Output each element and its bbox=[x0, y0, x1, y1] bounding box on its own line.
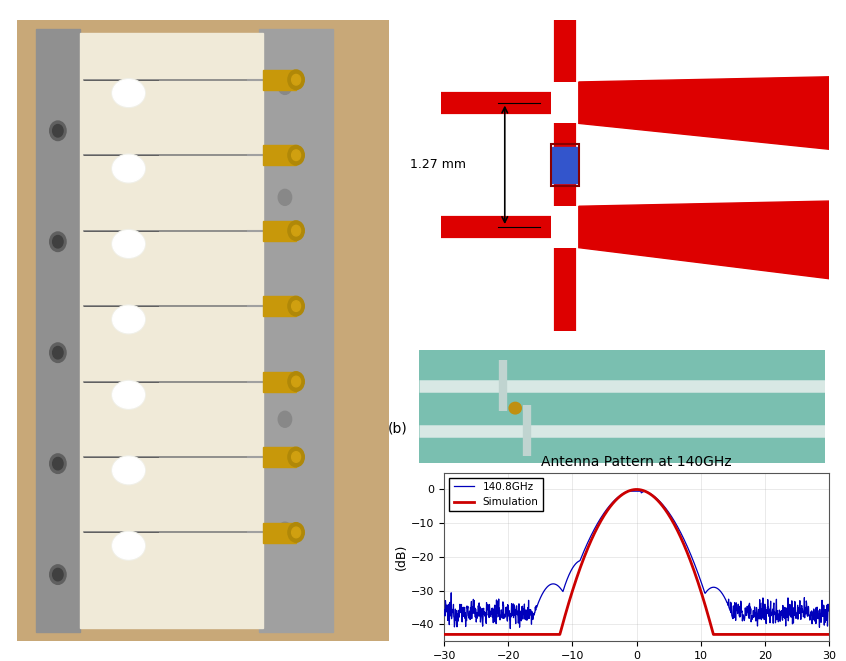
Circle shape bbox=[288, 296, 305, 316]
Circle shape bbox=[509, 403, 521, 414]
140.8GHz bbox=[505, 625, 515, 633]
Circle shape bbox=[278, 522, 292, 538]
Simulation bbox=[729, 631, 739, 639]
Simulation bbox=[631, 486, 641, 494]
Circle shape bbox=[288, 145, 305, 165]
Circle shape bbox=[288, 221, 305, 241]
Ellipse shape bbox=[113, 457, 145, 484]
Circle shape bbox=[292, 225, 300, 236]
Simulation bbox=[538, 631, 548, 639]
Circle shape bbox=[52, 235, 63, 248]
Simulation bbox=[439, 631, 449, 639]
Line: Simulation: Simulation bbox=[444, 490, 829, 635]
Ellipse shape bbox=[112, 305, 146, 334]
Ellipse shape bbox=[112, 79, 146, 108]
Circle shape bbox=[50, 454, 66, 473]
Circle shape bbox=[288, 70, 305, 89]
Line: 140.8GHz: 140.8GHz bbox=[444, 491, 829, 629]
Circle shape bbox=[288, 523, 305, 542]
Circle shape bbox=[52, 568, 63, 581]
Circle shape bbox=[278, 411, 292, 427]
Circle shape bbox=[278, 189, 292, 206]
Ellipse shape bbox=[112, 381, 146, 409]
Title: Antenna Pattern at 140GHz: Antenna Pattern at 140GHz bbox=[541, 455, 732, 469]
Circle shape bbox=[50, 232, 66, 251]
Circle shape bbox=[292, 301, 300, 311]
140.8GHz bbox=[504, 607, 514, 615]
Bar bbox=[262, 221, 296, 241]
Ellipse shape bbox=[113, 533, 145, 559]
Circle shape bbox=[292, 451, 300, 462]
Bar bbox=[551, 144, 579, 186]
Circle shape bbox=[52, 457, 63, 470]
140.8GHz bbox=[650, 493, 660, 501]
Circle shape bbox=[50, 343, 66, 362]
Ellipse shape bbox=[112, 456, 146, 485]
Circle shape bbox=[292, 150, 300, 161]
Simulation bbox=[508, 631, 518, 639]
Y-axis label: (dB): (dB) bbox=[395, 544, 408, 570]
Bar bbox=[262, 70, 296, 90]
Circle shape bbox=[52, 124, 63, 137]
Ellipse shape bbox=[112, 229, 146, 258]
140.8GHz bbox=[607, 500, 617, 508]
Circle shape bbox=[278, 300, 292, 317]
140.8GHz bbox=[569, 562, 580, 570]
Bar bbox=[36, 28, 80, 633]
Ellipse shape bbox=[113, 155, 145, 182]
140.8GHz bbox=[642, 488, 652, 496]
Bar bbox=[262, 145, 296, 165]
Bar bbox=[262, 447, 296, 467]
Simulation bbox=[613, 494, 624, 502]
Polygon shape bbox=[579, 77, 829, 149]
Circle shape bbox=[50, 121, 66, 141]
Polygon shape bbox=[579, 201, 829, 279]
Ellipse shape bbox=[113, 306, 145, 332]
Simulation bbox=[824, 631, 834, 639]
140.8GHz bbox=[623, 487, 633, 495]
Ellipse shape bbox=[113, 381, 145, 408]
140.8GHz bbox=[824, 607, 834, 615]
Bar bbox=[262, 296, 296, 317]
Circle shape bbox=[292, 376, 300, 387]
140.8GHz bbox=[439, 610, 449, 618]
Circle shape bbox=[292, 527, 300, 538]
Legend: 140.8GHz, Simulation: 140.8GHz, Simulation bbox=[449, 478, 543, 512]
Bar bbox=[259, 28, 333, 633]
Bar bbox=[551, 155, 579, 175]
Circle shape bbox=[278, 79, 292, 95]
Bar bbox=[262, 523, 296, 543]
Bar bbox=[80, 33, 262, 628]
Circle shape bbox=[50, 565, 66, 584]
140.8GHz bbox=[490, 610, 500, 618]
Ellipse shape bbox=[113, 231, 145, 257]
Simulation bbox=[697, 590, 707, 598]
Text: (b): (b) bbox=[387, 422, 408, 436]
Bar bbox=[262, 371, 296, 392]
Circle shape bbox=[288, 447, 305, 467]
Circle shape bbox=[52, 346, 63, 359]
Ellipse shape bbox=[112, 154, 146, 183]
Circle shape bbox=[292, 75, 300, 85]
Bar bbox=[552, 147, 577, 183]
Text: 1.27 mm: 1.27 mm bbox=[409, 158, 465, 171]
Ellipse shape bbox=[112, 531, 146, 560]
Simulation bbox=[667, 516, 677, 524]
Circle shape bbox=[288, 371, 305, 391]
Ellipse shape bbox=[113, 80, 145, 106]
